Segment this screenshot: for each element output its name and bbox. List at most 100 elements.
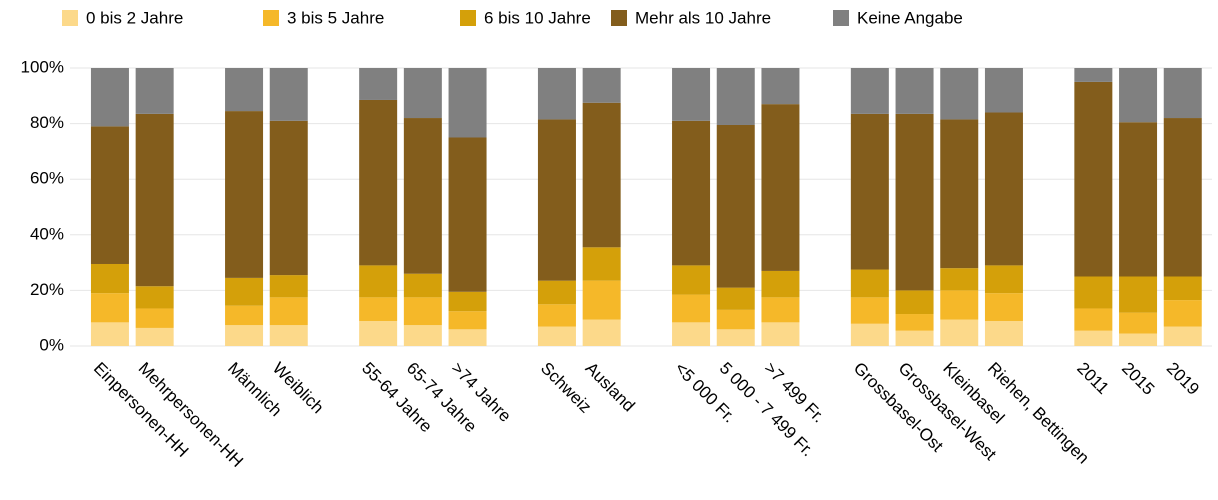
bar-segment [135,327,174,346]
x-tick-label: 2015 [1118,359,1158,399]
bar-segment [537,326,576,346]
bar-segment [1074,276,1113,309]
bar-segment [940,268,979,291]
legend-label: Mehr als 10 Jahre [635,8,771,27]
legend-label: Keine Angabe [857,8,963,27]
bar-segment [672,265,711,295]
bar-segment [984,68,1023,113]
bar-segment [761,322,800,346]
bar-segment [984,293,1023,321]
bar-segment [448,311,487,330]
bar-segment [359,320,398,346]
bar-segment [225,305,264,326]
bar-segment [940,290,979,320]
bar-segment [716,329,755,346]
bar-segment [403,118,442,274]
y-tick-label: 0% [39,335,64,354]
bar-segment [225,111,264,278]
legend-label: 3 bis 5 Jahre [287,8,384,27]
legend-swatch [460,10,476,26]
bar-segment [225,68,264,112]
y-tick-label: 60% [30,169,64,188]
bar-segment [1163,118,1202,277]
bar-segment [135,308,174,328]
legend-label: 6 bis 10 Jahre [484,8,591,27]
bar-segment [672,322,711,346]
bar-segment [761,297,800,323]
bar-segment [537,119,576,281]
bar-segment [940,119,979,269]
bar-segment [850,323,889,346]
bar-segment [269,297,308,326]
y-tick-label: 20% [30,280,64,299]
bar-segment [895,290,934,315]
bar-segment [448,329,487,346]
bar-segment [582,102,621,248]
bar-segment [984,112,1023,266]
bar-segment [90,293,129,323]
legend-label: 0 bis 2 Jahre [86,8,183,27]
bar-segment [940,68,979,120]
bar-segment [1074,81,1113,277]
bar-segment [1074,308,1113,331]
x-tick-label: 2011 [1073,359,1112,398]
bar-segment [895,330,934,346]
bar-segment [537,304,576,327]
bar-segment [1163,276,1202,301]
bar-segment [448,137,487,292]
bar-segment [761,270,800,298]
bar-segment [895,113,934,291]
bar-segment [1119,122,1158,277]
bar-segment [90,263,129,294]
bar-segment [403,297,442,326]
bar-segment [90,68,129,127]
bar-segment [269,120,308,276]
bar-segment [716,68,755,125]
legend-swatch [263,10,279,26]
bar-segment [984,265,1023,294]
bar-segment [940,319,979,346]
bar-segment [895,68,934,114]
bar-segment [90,322,129,346]
bar-segment [225,325,264,346]
bar-segment [672,294,711,323]
bar-segment [582,280,621,320]
y-tick-label: 100% [21,57,64,76]
bar-segment [895,314,934,331]
bar-segment [761,68,800,105]
bar-segment [1163,300,1202,327]
bar-segment [582,247,621,281]
legend-swatch [62,10,78,26]
x-tick-label: 2019 [1163,359,1203,399]
legend-swatch [611,10,627,26]
bar-segment [761,104,800,271]
legend-swatch [833,10,849,26]
bar-segment [537,280,576,305]
bar-segment [269,275,308,298]
bar-segment [716,287,755,310]
bar-segment [135,68,174,114]
bar-segment [582,319,621,346]
bar-segment [135,286,174,309]
bar-segment [1074,330,1113,346]
bar-segment [537,68,576,120]
bar-segment [1119,312,1158,334]
bar-segment [448,68,487,138]
bar-segment [582,68,621,103]
bar-segment [359,99,398,266]
bar-segment [984,320,1023,346]
bar-segment [850,113,889,270]
bar-segment [1074,68,1113,82]
bar-segment [403,273,442,298]
bar-segment [225,277,264,306]
y-tick-label: 40% [30,224,64,243]
y-tick-label: 80% [30,113,64,132]
bar-segment [135,113,174,287]
bar-segment [403,325,442,346]
bar-segment [850,68,889,114]
bar-segment [850,297,889,324]
bar-segment [672,120,711,266]
bar-segment [716,124,755,288]
bar-segment [359,297,398,321]
